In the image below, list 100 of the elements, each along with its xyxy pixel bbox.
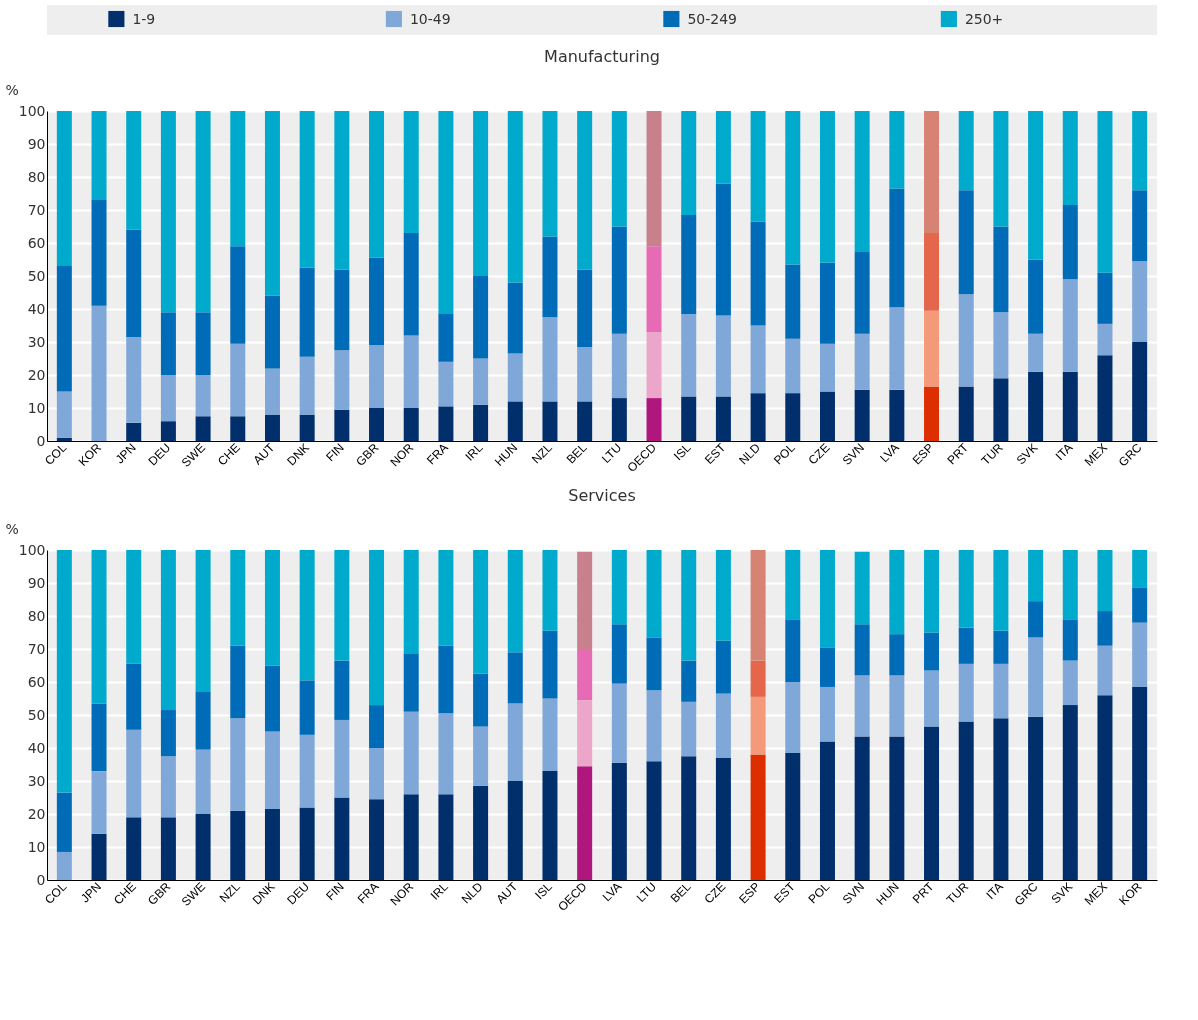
chart-title: Services <box>568 486 636 505</box>
bar <box>542 401 558 441</box>
x-tick-label: LVA <box>599 879 625 905</box>
bar <box>195 814 211 880</box>
bar <box>438 313 454 362</box>
bar <box>819 550 835 648</box>
bar <box>126 337 142 423</box>
bar <box>507 401 523 441</box>
x-tick-label: NZL <box>528 440 556 467</box>
bar <box>715 693 731 758</box>
bar <box>750 111 766 222</box>
bar <box>369 408 385 441</box>
bar <box>542 236 558 318</box>
x-tick-label: POL <box>805 879 833 907</box>
bar <box>369 799 385 880</box>
bar <box>681 396 697 441</box>
bar <box>889 675 905 737</box>
bar <box>91 200 107 306</box>
bar <box>889 634 905 676</box>
bar <box>1062 705 1078 880</box>
bar <box>438 406 454 441</box>
bar <box>91 703 107 772</box>
bar <box>403 794 419 880</box>
bar <box>91 111 107 201</box>
bar <box>334 550 350 661</box>
bar <box>681 756 697 880</box>
y-tick-label: 40 <box>27 300 46 317</box>
bar <box>299 550 315 681</box>
y-tick-label: 60 <box>27 234 46 251</box>
bar <box>993 718 1009 880</box>
y-tick-label: 90 <box>27 574 46 591</box>
bar <box>819 647 835 687</box>
bar <box>334 269 350 351</box>
bar <box>91 771 107 834</box>
bar <box>126 817 142 880</box>
bar <box>369 705 385 748</box>
y-tick-label: 30 <box>27 333 46 350</box>
bar <box>369 111 385 258</box>
bar <box>542 630 558 699</box>
bar <box>438 111 454 314</box>
bar <box>91 833 107 880</box>
bar <box>993 226 1009 313</box>
bar <box>785 393 801 441</box>
bar <box>819 262 835 344</box>
bar <box>1097 355 1113 441</box>
bar <box>577 766 593 880</box>
legend-label: 10-49 <box>409 11 451 27</box>
y-tick-label: 90 <box>27 135 46 152</box>
bar <box>126 422 142 441</box>
x-tick-label: FIN <box>323 879 347 904</box>
y-tick-label: 0 <box>36 432 46 449</box>
bar <box>1028 259 1044 334</box>
bar <box>195 111 211 313</box>
bar <box>126 729 142 818</box>
bar <box>924 726 940 880</box>
bar <box>854 624 870 676</box>
y-axis-title: % <box>5 520 19 537</box>
bar <box>160 111 176 313</box>
bar <box>473 673 489 727</box>
bar <box>369 748 385 800</box>
bar <box>230 550 246 646</box>
bar <box>958 721 974 880</box>
bar <box>958 550 974 628</box>
x-tick-label: NZL <box>216 879 243 906</box>
bar <box>1062 205 1078 280</box>
x-tick-label: LTU <box>598 440 625 466</box>
bar <box>924 632 940 671</box>
bar <box>715 640 731 694</box>
bar <box>264 295 280 369</box>
bar <box>1132 550 1148 588</box>
bar <box>924 550 940 633</box>
bar <box>1062 550 1078 620</box>
legend-label: 1-9 <box>132 11 156 27</box>
bar <box>611 683 627 763</box>
bar <box>646 111 662 247</box>
bar <box>1097 611 1113 646</box>
bar <box>56 851 72 880</box>
bar <box>195 691 211 750</box>
bar <box>854 333 870 390</box>
bar <box>403 653 419 712</box>
bar <box>542 111 558 237</box>
bar <box>611 226 627 334</box>
bar <box>646 690 662 762</box>
legend-label: 250+ <box>964 11 1004 27</box>
bar <box>1028 601 1044 638</box>
bar <box>473 358 489 405</box>
y-tick-label: 10 <box>27 838 46 855</box>
bar <box>819 343 835 392</box>
bar <box>403 711 419 795</box>
bar <box>1028 371 1044 441</box>
bar <box>785 338 801 394</box>
bar <box>230 416 246 441</box>
bar <box>1097 323 1113 356</box>
bar <box>785 682 801 753</box>
bar <box>195 550 211 692</box>
bar <box>993 111 1009 227</box>
bar <box>750 696 766 755</box>
bar <box>507 550 523 653</box>
bar <box>473 276 489 359</box>
bar <box>577 401 593 441</box>
